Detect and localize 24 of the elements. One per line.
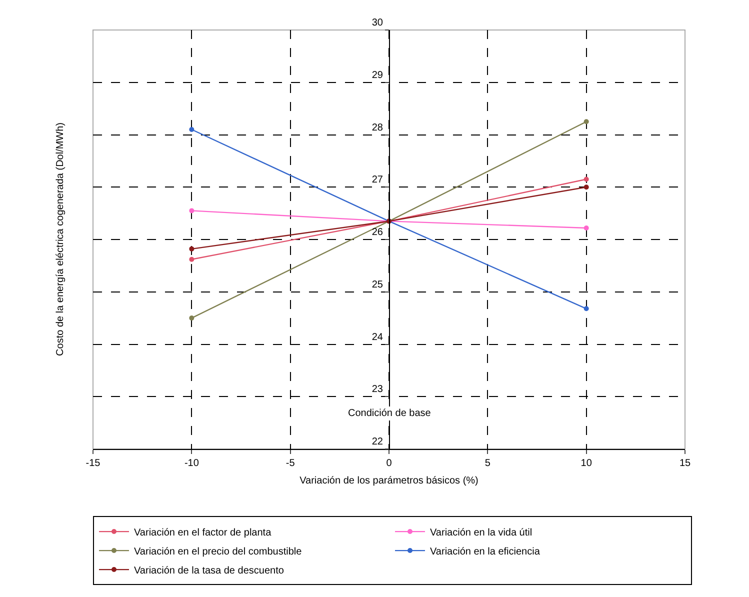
legend-label: Variación en la eficiencia <box>430 546 540 558</box>
y-tick-label: 25 <box>372 279 384 290</box>
y-tick-label: 29 <box>372 70 384 81</box>
y-tick-label: 22 <box>372 436 384 448</box>
x-tick-label: -5 <box>286 458 296 469</box>
y-tick-label: 30 <box>372 18 384 28</box>
y-tick-label: 27 <box>372 174 384 186</box>
x-tick-label: 0 <box>386 458 392 469</box>
legend-label: Variación de la tasa de descuento <box>134 565 284 576</box>
y-tick-label: 28 <box>372 122 384 134</box>
x-tick-label: -10 <box>184 458 200 469</box>
y-axis-title: Costo de la energía eléctrica cogenerada (Dol/MWh) <box>54 122 66 356</box>
x-tick-label: -15 <box>86 458 101 469</box>
y-tick-label: 26 <box>372 227 384 238</box>
legend-label: Variación en la vida útil <box>430 527 532 538</box>
x-tick-label: 10 <box>580 458 592 469</box>
y-tick-label: 23 <box>372 384 384 396</box>
y-tick-label: 24 <box>372 332 384 343</box>
x-axis-title: Variación de los parámetros básicos (%) <box>300 476 478 486</box>
x-tick-label: 15 <box>679 458 691 469</box>
legend-label: Variación en el factor de planta <box>134 527 272 538</box>
legend-label: Variación en el precio del combustible <box>134 546 302 558</box>
annotation: Condición de base <box>348 408 432 419</box>
x-tick-label: 5 <box>484 458 491 469</box>
